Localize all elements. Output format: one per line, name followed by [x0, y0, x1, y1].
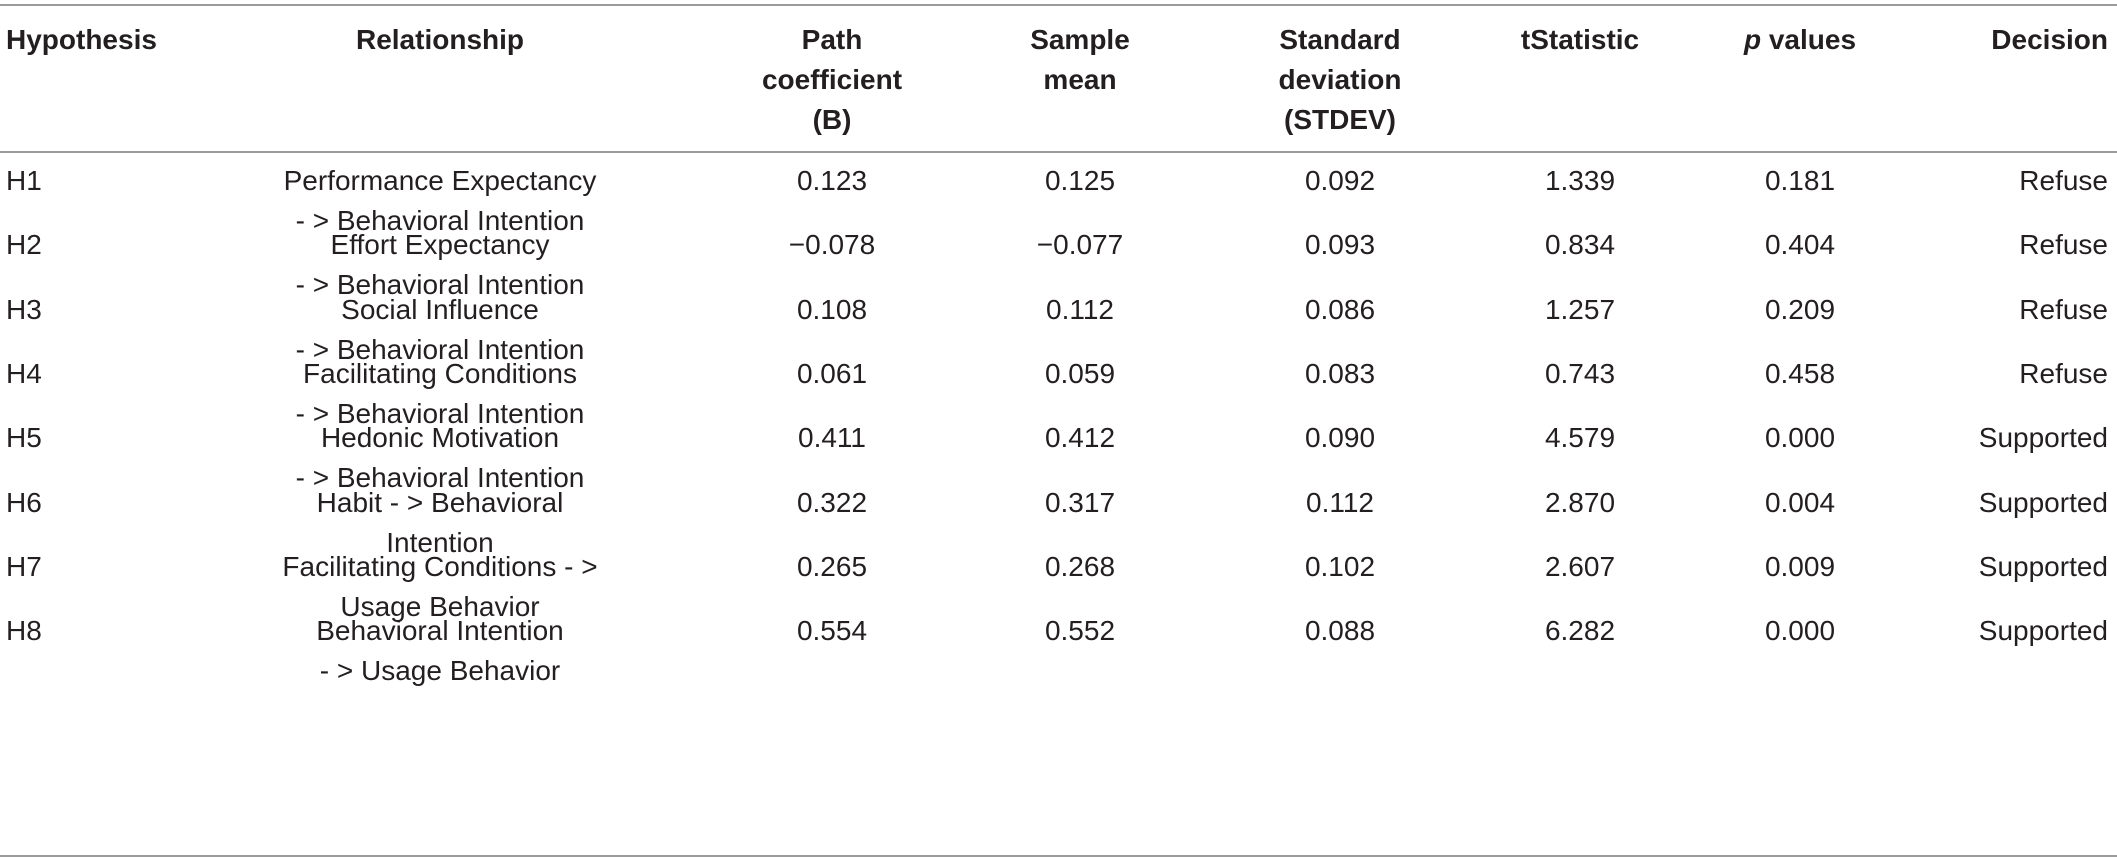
cell-standard-deviation: 0.090: [1304, 422, 1376, 453]
cell-hypothesis: H8: [6, 615, 42, 646]
cell-t-statistic: 2.870: [1544, 487, 1616, 518]
cell-hypothesis: H7: [6, 551, 42, 582]
relationship-line: Facilitating Conditions - >: [282, 551, 598, 582]
cell-sample-mean: 0.317: [1044, 487, 1116, 518]
cell-decision: Refuse: [2019, 294, 2108, 325]
table-top-rule: [0, 4, 2117, 6]
cell-decision: Supported: [1978, 487, 2108, 518]
cell-path-coefficient: 0.322: [796, 487, 868, 518]
cell-path-coefficient: 0.554: [796, 615, 868, 646]
cell-hypothesis: H3: [6, 294, 42, 325]
cell-standard-deviation: 0.092: [1304, 165, 1376, 196]
cell-path-coefficient: 0.108: [796, 294, 868, 325]
relationship-line: Behavioral Intention: [316, 615, 564, 646]
relationship-line: - > Behavioral Intention: [295, 269, 585, 300]
cell-relationship: Hedonic Motivation - > Behavioral Intenti…: [250, 418, 630, 498]
cell-sample-mean: 0.552: [1044, 615, 1116, 646]
cell-p-value: 0.000: [1764, 615, 1836, 646]
relationship-line: Effort Expectancy: [330, 229, 550, 260]
table-bottom-rule: [0, 855, 2117, 857]
cell-p-value: 0.009: [1764, 551, 1836, 582]
cell-hypothesis: H1: [6, 165, 42, 196]
cell-standard-deviation: 0.086: [1304, 294, 1376, 325]
cell-p-value: 0.000: [1764, 422, 1836, 453]
header-sample-mean: Sample mean: [1030, 24, 1130, 95]
cell-t-statistic: 1.257: [1544, 294, 1616, 325]
relationship-line: Habit - > Behavioral: [316, 487, 564, 518]
cell-relationship: Facilitating Conditions - > Usage Behavio…: [250, 547, 630, 627]
cell-t-statistic: 6.282: [1544, 615, 1616, 646]
cell-relationship: Social Influence - > Behavioral Intention: [250, 290, 630, 370]
cell-hypothesis: H5: [6, 422, 42, 453]
cell-p-value: 0.209: [1764, 294, 1836, 325]
cell-relationship: Behavioral Intention - > Usage Behavior: [250, 611, 630, 691]
cell-t-statistic: 2.607: [1544, 551, 1616, 582]
cell-hypothesis: H4: [6, 358, 42, 389]
cell-t-statistic: 4.579: [1544, 422, 1616, 453]
relationship-line: - > Behavioral Intention: [295, 398, 585, 429]
relationship-line: Facilitating Conditions: [303, 358, 577, 389]
relationship-line: - > Behavioral Intention: [295, 462, 585, 493]
relationship-line: Intention: [386, 527, 494, 558]
cell-p-value: 0.004: [1764, 487, 1836, 518]
cell-decision: Supported: [1978, 551, 2108, 582]
cell-relationship: Facilitating Conditions - > Behavioral In…: [250, 354, 630, 434]
cell-decision: Supported: [1978, 615, 2108, 646]
header-path-coefficient: Path coefficient (B): [761, 24, 903, 135]
header-t-statistic: tStatistic: [1520, 24, 1640, 55]
header-divider-rule: [0, 151, 2117, 153]
relationship-line: - > Behavioral Intention: [295, 334, 585, 365]
cell-sample-mean: −0.077: [1036, 229, 1124, 260]
cell-p-value: 0.458: [1764, 358, 1836, 389]
cell-path-coefficient: 0.123: [796, 165, 868, 196]
cell-relationship: Effort Expectancy - > Behavioral Intentio…: [250, 225, 630, 305]
cell-sample-mean: 0.412: [1044, 422, 1116, 453]
cell-sample-mean: 0.059: [1044, 358, 1116, 389]
cell-standard-deviation: 0.112: [1306, 487, 1374, 518]
cell-standard-deviation: 0.093: [1304, 229, 1376, 260]
relationship-line: - > Behavioral Intention: [295, 205, 585, 236]
cell-standard-deviation: 0.083: [1304, 358, 1376, 389]
cell-decision: Supported: [1978, 422, 2108, 453]
cell-path-coefficient: 0.411: [798, 422, 866, 453]
cell-t-statistic: 0.834: [1544, 229, 1616, 260]
cell-standard-deviation: 0.102: [1304, 551, 1376, 582]
cell-relationship: Performance Expectancy - > Behavioral Int…: [250, 161, 630, 241]
cell-relationship: Habit - > Behavioral Intention: [250, 483, 630, 563]
cell-hypothesis: H2: [6, 229, 42, 260]
cell-decision: Refuse: [2019, 229, 2108, 260]
cell-t-statistic: 0.743: [1544, 358, 1616, 389]
cell-standard-deviation: 0.088: [1304, 615, 1376, 646]
relationship-line: Hedonic Motivation: [320, 422, 560, 453]
cell-p-value: 0.181: [1764, 165, 1836, 196]
cell-p-value: 0.404: [1764, 229, 1836, 260]
relationship-line: Performance Expectancy: [283, 165, 597, 196]
header-relationship: Relationship: [355, 24, 524, 55]
header-p-values: p values: [1743, 24, 1857, 55]
cell-path-coefficient: 0.265: [796, 551, 868, 582]
cell-sample-mean: 0.268: [1044, 551, 1116, 582]
header-standard-deviation: Standard deviation (STDEV): [1278, 24, 1402, 135]
cell-decision: Refuse: [2019, 358, 2108, 389]
cell-sample-mean: 0.112: [1046, 294, 1114, 325]
cell-t-statistic: 1.339: [1544, 165, 1616, 196]
relationship-line: - > Usage Behavior: [319, 655, 561, 686]
relationship-line: Social Influence: [341, 294, 539, 325]
cell-path-coefficient: −0.078: [788, 229, 876, 260]
relationship-line: Usage Behavior: [340, 591, 540, 622]
header-decision: Decision: [1991, 24, 2108, 55]
cell-sample-mean: 0.125: [1044, 165, 1116, 196]
cell-path-coefficient: 0.061: [796, 358, 868, 389]
cell-decision: Refuse: [2019, 165, 2108, 196]
header-hypothesis: Hypothesis: [6, 24, 157, 55]
cell-hypothesis: H6: [6, 487, 42, 518]
